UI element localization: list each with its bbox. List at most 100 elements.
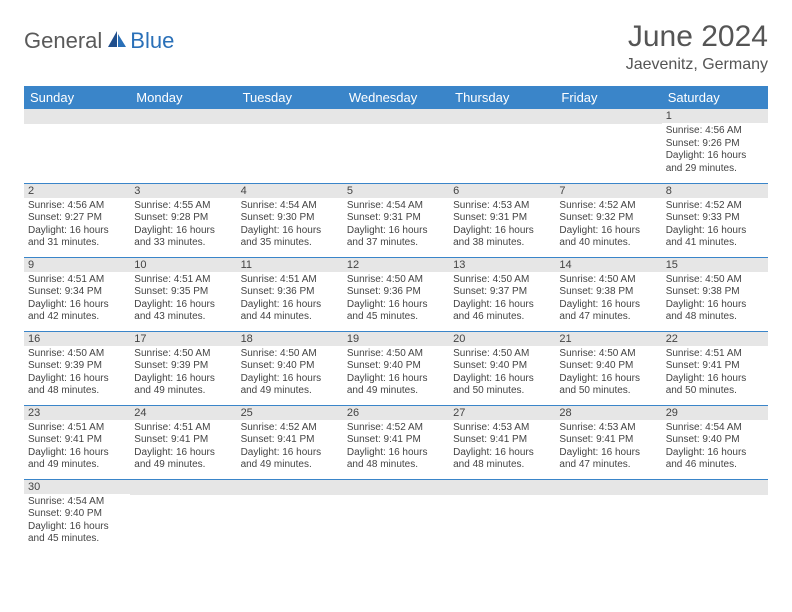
logo-text-general: General bbox=[24, 28, 102, 54]
weekday-header: Sunday bbox=[24, 86, 130, 109]
sunset-text: Sunset: 9:40 PM bbox=[453, 360, 551, 373]
daylight-text: Daylight: 16 hours and 47 minutes. bbox=[559, 299, 657, 324]
day-number: 6 bbox=[449, 184, 555, 198]
sunset-text: Sunset: 9:28 PM bbox=[134, 212, 232, 225]
calendar-cell bbox=[555, 479, 661, 553]
calendar-cell: 11Sunrise: 4:51 AMSunset: 9:36 PMDayligh… bbox=[237, 257, 343, 331]
sunrise-text: Sunrise: 4:54 AM bbox=[347, 200, 445, 213]
calendar-cell: 5Sunrise: 4:54 AMSunset: 9:31 PMDaylight… bbox=[343, 183, 449, 257]
logo: General Blue bbox=[24, 20, 174, 54]
day-details: Sunrise: 4:52 AMSunset: 9:41 PMDaylight:… bbox=[237, 420, 343, 476]
day-number: 17 bbox=[130, 332, 236, 346]
logo-text-blue: Blue bbox=[130, 28, 174, 54]
calendar-week: 2Sunrise: 4:56 AMSunset: 9:27 PMDaylight… bbox=[24, 183, 768, 257]
empty-day-strip bbox=[555, 109, 661, 124]
day-details: Sunrise: 4:51 AMSunset: 9:34 PMDaylight:… bbox=[24, 272, 130, 328]
calendar-cell: 12Sunrise: 4:50 AMSunset: 9:36 PMDayligh… bbox=[343, 257, 449, 331]
calendar-week: 16Sunrise: 4:50 AMSunset: 9:39 PMDayligh… bbox=[24, 331, 768, 405]
daylight-text: Daylight: 16 hours and 49 minutes. bbox=[347, 373, 445, 398]
calendar-cell: 27Sunrise: 4:53 AMSunset: 9:41 PMDayligh… bbox=[449, 405, 555, 479]
day-number: 1 bbox=[662, 109, 768, 123]
weekday-header: Friday bbox=[555, 86, 661, 109]
calendar-cell: 28Sunrise: 4:53 AMSunset: 9:41 PMDayligh… bbox=[555, 405, 661, 479]
empty-day-strip bbox=[130, 480, 236, 495]
calendar-cell: 26Sunrise: 4:52 AMSunset: 9:41 PMDayligh… bbox=[343, 405, 449, 479]
calendar-cell: 13Sunrise: 4:50 AMSunset: 9:37 PMDayligh… bbox=[449, 257, 555, 331]
calendar-cell: 22Sunrise: 4:51 AMSunset: 9:41 PMDayligh… bbox=[662, 331, 768, 405]
daylight-text: Daylight: 16 hours and 50 minutes. bbox=[666, 373, 764, 398]
day-details: Sunrise: 4:50 AMSunset: 9:37 PMDaylight:… bbox=[449, 272, 555, 328]
weekday-header: Monday bbox=[130, 86, 236, 109]
day-number: 21 bbox=[555, 332, 661, 346]
calendar-cell: 30Sunrise: 4:54 AMSunset: 9:40 PMDayligh… bbox=[24, 479, 130, 553]
calendar-cell: 17Sunrise: 4:50 AMSunset: 9:39 PMDayligh… bbox=[130, 331, 236, 405]
daylight-text: Daylight: 16 hours and 48 minutes. bbox=[347, 447, 445, 472]
calendar-cell bbox=[343, 479, 449, 553]
day-details: Sunrise: 4:51 AMSunset: 9:36 PMDaylight:… bbox=[237, 272, 343, 328]
calendar-week: 30Sunrise: 4:54 AMSunset: 9:40 PMDayligh… bbox=[24, 479, 768, 553]
sunset-text: Sunset: 9:30 PM bbox=[241, 212, 339, 225]
day-number: 8 bbox=[662, 184, 768, 198]
calendar-cell: 7Sunrise: 4:52 AMSunset: 9:32 PMDaylight… bbox=[555, 183, 661, 257]
day-details: Sunrise: 4:53 AMSunset: 9:41 PMDaylight:… bbox=[555, 420, 661, 476]
sunrise-text: Sunrise: 4:51 AM bbox=[134, 274, 232, 287]
sunrise-text: Sunrise: 4:51 AM bbox=[28, 422, 126, 435]
day-number: 16 bbox=[24, 332, 130, 346]
calendar-week: 1Sunrise: 4:56 AMSunset: 9:26 PMDaylight… bbox=[24, 109, 768, 183]
sunrise-text: Sunrise: 4:54 AM bbox=[666, 422, 764, 435]
sunset-text: Sunset: 9:35 PM bbox=[134, 286, 232, 299]
sunrise-text: Sunrise: 4:52 AM bbox=[241, 422, 339, 435]
calendar-cell: 25Sunrise: 4:52 AMSunset: 9:41 PMDayligh… bbox=[237, 405, 343, 479]
daylight-text: Daylight: 16 hours and 42 minutes. bbox=[28, 299, 126, 324]
sunset-text: Sunset: 9:39 PM bbox=[28, 360, 126, 373]
weekday-header: Tuesday bbox=[237, 86, 343, 109]
calendar-week: 23Sunrise: 4:51 AMSunset: 9:41 PMDayligh… bbox=[24, 405, 768, 479]
calendar-cell: 2Sunrise: 4:56 AMSunset: 9:27 PMDaylight… bbox=[24, 183, 130, 257]
daylight-text: Daylight: 16 hours and 45 minutes. bbox=[28, 521, 126, 546]
day-number: 23 bbox=[24, 406, 130, 420]
day-number: 18 bbox=[237, 332, 343, 346]
calendar-cell: 14Sunrise: 4:50 AMSunset: 9:38 PMDayligh… bbox=[555, 257, 661, 331]
weekday-header: Saturday bbox=[662, 86, 768, 109]
calendar-cell: 15Sunrise: 4:50 AMSunset: 9:38 PMDayligh… bbox=[662, 257, 768, 331]
sunrise-text: Sunrise: 4:51 AM bbox=[241, 274, 339, 287]
day-details: Sunrise: 4:54 AMSunset: 9:40 PMDaylight:… bbox=[24, 494, 130, 550]
sunrise-text: Sunrise: 4:50 AM bbox=[559, 274, 657, 287]
daylight-text: Daylight: 16 hours and 48 minutes. bbox=[453, 447, 551, 472]
daylight-text: Daylight: 16 hours and 37 minutes. bbox=[347, 225, 445, 250]
calendar-cell: 8Sunrise: 4:52 AMSunset: 9:33 PMDaylight… bbox=[662, 183, 768, 257]
day-number: 19 bbox=[343, 332, 449, 346]
calendar-cell bbox=[24, 109, 130, 183]
day-details: Sunrise: 4:51 AMSunset: 9:41 PMDaylight:… bbox=[662, 346, 768, 402]
sunset-text: Sunset: 9:38 PM bbox=[666, 286, 764, 299]
sunrise-text: Sunrise: 4:50 AM bbox=[347, 274, 445, 287]
day-details: Sunrise: 4:51 AMSunset: 9:35 PMDaylight:… bbox=[130, 272, 236, 328]
calendar-cell bbox=[343, 109, 449, 183]
day-details: Sunrise: 4:53 AMSunset: 9:31 PMDaylight:… bbox=[449, 198, 555, 254]
daylight-text: Daylight: 16 hours and 45 minutes. bbox=[347, 299, 445, 324]
weekday-header: Thursday bbox=[449, 86, 555, 109]
calendar-cell bbox=[130, 109, 236, 183]
sunrise-text: Sunrise: 4:54 AM bbox=[28, 496, 126, 509]
sunset-text: Sunset: 9:41 PM bbox=[666, 360, 764, 373]
calendar-cell bbox=[237, 479, 343, 553]
empty-day-strip bbox=[662, 480, 768, 495]
day-details: Sunrise: 4:54 AMSunset: 9:30 PMDaylight:… bbox=[237, 198, 343, 254]
calendar-cell: 16Sunrise: 4:50 AMSunset: 9:39 PMDayligh… bbox=[24, 331, 130, 405]
sunset-text: Sunset: 9:40 PM bbox=[666, 434, 764, 447]
daylight-text: Daylight: 16 hours and 33 minutes. bbox=[134, 225, 232, 250]
daylight-text: Daylight: 16 hours and 49 minutes. bbox=[28, 447, 126, 472]
sunrise-text: Sunrise: 4:54 AM bbox=[241, 200, 339, 213]
sunrise-text: Sunrise: 4:50 AM bbox=[134, 348, 232, 361]
calendar-cell bbox=[449, 479, 555, 553]
daylight-text: Daylight: 16 hours and 41 minutes. bbox=[666, 225, 764, 250]
calendar-header-row: SundayMondayTuesdayWednesdayThursdayFrid… bbox=[24, 86, 768, 109]
daylight-text: Daylight: 16 hours and 29 minutes. bbox=[666, 150, 764, 175]
day-details: Sunrise: 4:54 AMSunset: 9:40 PMDaylight:… bbox=[662, 420, 768, 476]
sunset-text: Sunset: 9:27 PM bbox=[28, 212, 126, 225]
empty-day-strip bbox=[24, 109, 130, 124]
daylight-text: Daylight: 16 hours and 47 minutes. bbox=[559, 447, 657, 472]
sunrise-text: Sunrise: 4:53 AM bbox=[453, 200, 551, 213]
sunrise-text: Sunrise: 4:51 AM bbox=[666, 348, 764, 361]
sunset-text: Sunset: 9:39 PM bbox=[134, 360, 232, 373]
